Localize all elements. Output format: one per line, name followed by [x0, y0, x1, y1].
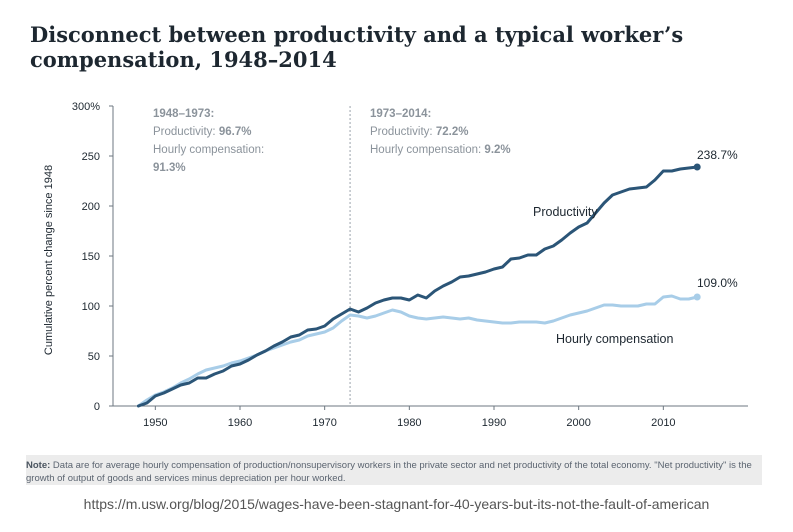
productivity-end-point — [693, 163, 701, 171]
note-text: Data are for average hourly compensation… — [26, 460, 752, 484]
note-label: Note: — [26, 460, 51, 471]
annotation-left-compensation-label: Hourly compensation: — [153, 144, 264, 156]
note-box: Note: Data are for average hourly compen… — [26, 455, 762, 485]
productivity-end-label: 238.7% — [697, 148, 738, 162]
x-tick-label: 2000 — [566, 417, 590, 429]
compensation-end-label: 109.0% — [697, 276, 738, 290]
annotation-left-productivity: Productivity: 96.7% — [153, 126, 251, 138]
y-tick-label: 50 — [88, 351, 100, 363]
productivity-series-label: Productivity — [533, 205, 598, 219]
source-url: https://m.usw.org/blog/2015/wages-have-b… — [83, 496, 710, 512]
annotation-left-compensation-value: 91.3% — [153, 162, 186, 174]
compensation-series-label: Hourly compensation — [556, 332, 673, 346]
y-tick-label: 100 — [82, 301, 100, 313]
chart-title: Disconnect between productivity and a ty… — [30, 22, 684, 72]
annotation-right-productivity: Productivity: 72.2% — [370, 126, 468, 138]
compensation-end-point — [693, 293, 701, 301]
y-axis-label: Cumulative percent change since 1948 — [43, 165, 55, 355]
x-tick-label: 1980 — [397, 417, 421, 429]
annotation-right-compensation: Hourly compensation: 9.2% — [370, 144, 511, 156]
compensation-line — [136, 294, 699, 408]
y-tick-label: 200 — [82, 201, 100, 213]
y-tick-label: 250 — [82, 151, 100, 163]
y-tick-label: 150 — [82, 251, 100, 263]
annotation-left-period: 1948–1973: — [153, 108, 214, 120]
x-tick-label: 1970 — [312, 417, 336, 429]
annotation-right-period: 1973–2014: — [370, 108, 431, 120]
x-tick-label: 2010 — [651, 417, 675, 429]
chart: 0 50 100 150 200 250 300% 1950 1960 1970 1980 1990 2… — [43, 101, 748, 429]
x-tick-label: 1960 — [228, 417, 252, 429]
y-tick-label: 0 — [94, 401, 100, 413]
x-tick-label: 1990 — [482, 417, 506, 429]
chart-note: Note: Data are for average hourly compen… — [26, 460, 762, 485]
x-tick-label: 1950 — [143, 417, 167, 429]
y-tick-label: 300% — [72, 101, 100, 113]
productivity-line — [136, 165, 699, 408]
